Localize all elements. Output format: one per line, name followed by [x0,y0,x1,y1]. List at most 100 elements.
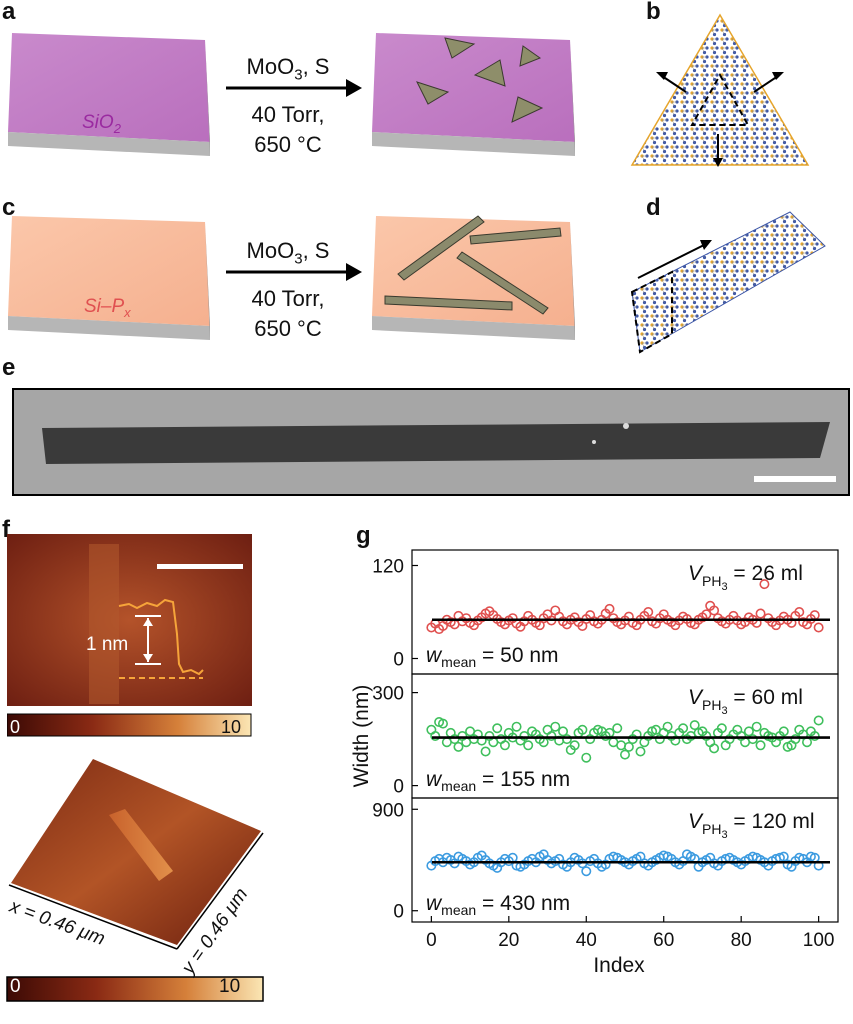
point-1-37 [569,740,580,751]
point-1-83 [747,734,758,745]
point-2-40 [581,866,592,877]
point-1-68 [689,720,700,731]
point-1-51 [623,741,634,752]
reaction-a-line3: 650 °C [254,132,322,158]
afm-3d-ribbon [109,809,173,881]
reaction-conditions-c: MoO3, S 40 Torr, 650 °C [228,236,348,344]
point-0-32 [550,605,561,616]
reaction-c-line1: MoO3, S [246,238,330,268]
nanoribbon [42,422,830,464]
panel-label-e: e [2,354,16,381]
point-1-48 [612,723,623,734]
ribbon-flake [631,211,826,353]
point-1-7 [453,741,464,752]
scale-bar-e [754,476,836,482]
point-1-84 [751,721,762,732]
panel-b-triangle-lattice [630,13,810,167]
panel-a-schematic [8,33,575,156]
point-1-82 [743,726,754,737]
afm-3d-surface [11,759,261,945]
reaction-c-line2: 40 Torr, [251,286,325,312]
point-1-25 [523,740,534,751]
colorbar-f2-max: 10 [219,976,241,997]
ytick-label-0-0: 0 [393,650,404,671]
point-0-73 [709,605,720,616]
ytick-label-2-1: 900 [372,800,404,821]
subplot-frame-2 [411,797,839,923]
point-1-0 [426,724,437,735]
height-label: 1 nm [86,634,129,655]
xtick-label-2: 40 [576,930,597,951]
panel-e-sem-image [12,388,850,496]
colorbar-f2-min: 0 [10,976,21,997]
xtick-label-3: 60 [653,930,674,951]
point-1-85 [755,740,766,751]
scale-bar-f [157,564,243,569]
ytick-label-1-0: 0 [393,777,404,798]
point-1-34 [558,726,569,737]
point-0-56 [643,607,654,618]
point-1-40 [581,752,592,763]
point-1-31 [546,731,557,742]
point-1-73 [709,743,720,754]
sip-label: Si–Px [84,296,131,320]
point-1-61 [662,721,673,732]
point-1-72 [705,737,716,748]
x-axis-label: Index [593,954,645,977]
point-2-91 [778,851,789,862]
triangle-flake [630,13,810,166]
point-1-100 [813,715,824,726]
mos2-ribbons [384,215,562,315]
colorbar-f [7,713,252,737]
panel-g-chart: 0 120 VPH3 = 26 ml wmean = 50 nm 0 300 VPH3 = … [350,549,839,977]
point-0-86 [759,579,770,590]
ytick-label-1-1: 300 [372,684,404,705]
point-1-49 [616,740,627,751]
sio2-product-top [372,33,575,142]
sio2-substrate-side-front [8,132,210,156]
point-1-80 [736,731,747,742]
point-0-100 [813,622,824,633]
xtick-label-5: 100 [803,930,835,951]
annotation-2: VPH3 = 120 ml [688,810,815,841]
reaction-conditions-a: MoO3, S 40 Torr, 650 °C [228,52,348,160]
triangle-inner-dashed [690,72,750,126]
sip-substrate-top [8,216,210,326]
point-1-22 [511,721,522,732]
point-1-59 [654,734,665,745]
panel-label-c: c [2,194,16,221]
point-1-5 [445,727,456,738]
point-1-99 [809,731,820,742]
annotation-0: VPH3 = 26 ml [688,562,803,593]
point-1-35 [561,734,572,745]
point-1-15 [484,731,495,742]
reaction-c-line3: 650 °C [254,316,322,342]
point-1-3 [437,718,448,729]
panel-label-b: b [646,0,661,25]
panel-c-schematic [8,215,575,340]
point-1-39 [577,724,588,735]
xtick-label-1: 20 [498,930,519,951]
point-1-41 [585,734,596,745]
point-1-76 [720,740,731,751]
annotation-1: VPH3 = 60 ml [688,686,803,717]
reaction-a-line1: MoO3, S [246,54,330,84]
sio2-label: SiO2 [82,112,121,136]
sio2-substrate-side-right [205,40,210,156]
height-profile [118,598,204,676]
panel-label-f: f [2,516,10,543]
point-1-91 [778,726,789,737]
ytick-label-0-1: 120 [372,557,404,578]
ytick-label-2-0: 0 [393,902,404,923]
point-1-55 [639,737,650,748]
point-1-24 [519,731,530,742]
point-1-18 [496,734,507,745]
mean-label-1: wmean = 155 nm [426,768,570,794]
xtick-label-4: 80 [731,930,752,951]
panel-f-afm-map [7,534,252,737]
point-1-19 [499,740,510,751]
point-1-75 [716,723,727,734]
reaction-a-line2: 40 Torr, [251,102,325,128]
point-0-46 [604,603,615,614]
point-1-50 [619,749,630,760]
